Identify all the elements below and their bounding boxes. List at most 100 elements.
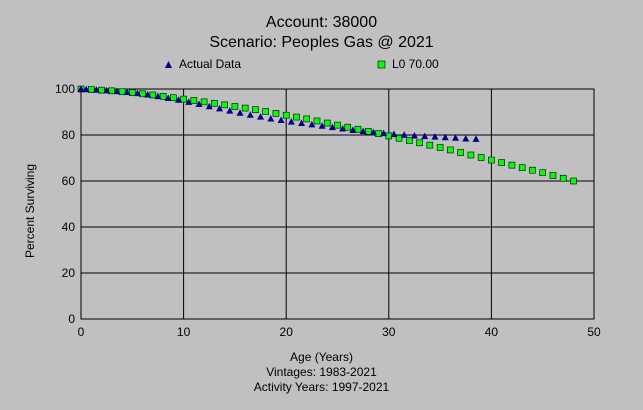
l0-70-point	[87, 86, 95, 93]
square-marker-icon	[377, 61, 386, 69]
l0-70-point	[159, 93, 167, 100]
vintages-note: Vintages: 1983-2021	[266, 365, 377, 379]
y-tick-label: 80	[62, 128, 76, 142]
actual-data-point	[308, 120, 316, 128]
actual-data-point	[277, 116, 285, 124]
l0-70-point	[416, 139, 423, 147]
actual-data-point	[390, 130, 398, 138]
actual-data-point	[133, 89, 141, 97]
actual-data-point	[287, 118, 295, 125]
chart-subtitle: Scenario: Peoples Gas @ 2021	[209, 34, 434, 51]
l0-70-point	[200, 98, 208, 106]
y-tick-label: 40	[62, 220, 76, 234]
actual-data-point	[236, 109, 244, 116]
actual-data-point	[185, 98, 193, 105]
y-tick-label: 100	[55, 82, 75, 96]
legend-label-l0-70: L0 70.00	[392, 57, 439, 71]
triangle-marker-icon	[165, 61, 172, 69]
l0-70-point	[303, 115, 311, 123]
x-tick-label: 0	[78, 325, 85, 339]
actual-data-point	[462, 134, 470, 142]
l0-70-point	[498, 159, 505, 166]
l0-70-point	[467, 151, 475, 159]
actual-data-point	[92, 86, 100, 93]
l0-70-point	[170, 94, 177, 102]
y-tick-label: 0	[68, 312, 75, 326]
l0-70-point	[211, 99, 218, 107]
actual-data-point	[472, 135, 480, 142]
actual-data-point	[216, 104, 224, 112]
actual-data-point	[103, 86, 111, 94]
x-tick-label: 10	[177, 325, 191, 339]
l0-70-point	[180, 95, 187, 103]
l0-70-point	[334, 121, 341, 129]
l0-70-point	[231, 103, 239, 110]
chart-title: Account: 38000	[265, 14, 378, 31]
actual-data-point	[339, 125, 347, 132]
l0-70-point	[549, 172, 557, 179]
l0-70-point	[272, 110, 280, 117]
actual-data-point	[164, 94, 172, 101]
l0-70-point	[570, 177, 577, 185]
legend-l0-70: L0 70.00	[377, 57, 439, 71]
activity-years-note: Activity Years: 1997-2021	[253, 380, 390, 394]
actual-data-point	[349, 126, 357, 133]
actual-data-point	[205, 102, 213, 110]
x-tick-label: 30	[382, 325, 396, 339]
l0-70-point	[282, 111, 290, 119]
y-tick-label: 60	[62, 174, 76, 188]
l0-70-point	[241, 104, 249, 112]
l0-70-point	[190, 97, 198, 104]
actual-data-point	[328, 123, 336, 131]
l0-70-point	[293, 113, 300, 121]
x-axis-label: Age (Years)	[290, 350, 353, 364]
actual-data-point	[359, 127, 367, 135]
actual-data-point	[82, 85, 90, 93]
l0-70-point	[262, 108, 269, 115]
actual-data-point	[257, 113, 265, 120]
l0-70-point	[508, 161, 516, 169]
actual-data-point	[77, 85, 85, 92]
actual-data-point	[298, 119, 306, 127]
legend-label-actual-data: Actual Data	[179, 57, 242, 71]
actual-data-point	[113, 87, 121, 95]
actual-data-point	[451, 134, 459, 141]
l0-70-point	[406, 137, 413, 144]
actual-data-point	[318, 122, 326, 129]
l0-70-point	[323, 119, 331, 127]
l0-70-point	[559, 174, 567, 182]
l0-70-point	[313, 117, 321, 125]
actual-data-point	[410, 131, 418, 139]
actual-data-point	[123, 88, 131, 95]
l0-70-point	[344, 123, 352, 131]
y-tick-label: 20	[62, 266, 76, 280]
l0-70-point	[457, 149, 464, 156]
x-tick-label: 20	[280, 325, 294, 339]
l0-70-point	[354, 125, 362, 133]
l0-70-point	[436, 144, 444, 151]
actual-data-point	[195, 100, 203, 107]
actual-data-point	[154, 92, 162, 100]
l0-70-point	[447, 146, 454, 154]
actual-data-point	[144, 91, 152, 98]
l0-70-point	[518, 164, 526, 171]
actual-data-point	[380, 129, 388, 137]
x-tick-label: 50	[587, 325, 601, 339]
actual-data-point	[441, 133, 449, 141]
l0-70-point	[252, 106, 259, 113]
l0-70-point	[395, 134, 403, 142]
x-tick-label: 40	[485, 325, 499, 339]
plot-frame	[80, 88, 595, 320]
l0-70-point	[488, 156, 495, 164]
actual-data-point	[421, 132, 429, 140]
actual-data-point	[431, 133, 439, 140]
actual-data-point	[174, 96, 182, 103]
l0-70-point	[539, 169, 547, 177]
l0-70-point	[529, 166, 536, 174]
actual-data-point	[369, 128, 377, 136]
l0-70-point	[426, 141, 434, 149]
l0-70-point	[477, 154, 485, 161]
actual-data-point	[246, 111, 254, 118]
actual-data-point	[400, 131, 408, 138]
